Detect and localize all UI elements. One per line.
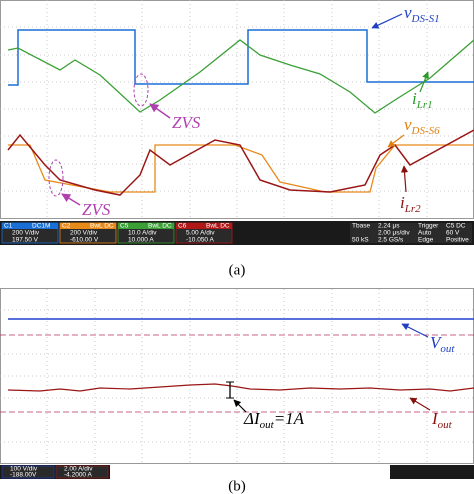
channel-tag xyxy=(118,223,174,229)
arrow xyxy=(401,323,429,338)
channel-scale: 5.00 A/div xyxy=(186,230,215,237)
label-main: i xyxy=(400,193,405,212)
label-main: v xyxy=(404,115,412,134)
channel-scale: 100 V/div xyxy=(10,466,38,473)
label-sub: Lr2 xyxy=(404,203,421,215)
channel-box xyxy=(55,465,109,479)
label-sub: out xyxy=(260,419,275,431)
channel-offset: -610.00 V xyxy=(70,237,99,244)
channel-offset: 197.50 V xyxy=(12,237,39,244)
trace-vds-s1 xyxy=(8,29,474,86)
arrow xyxy=(149,103,171,119)
arrow xyxy=(371,13,403,29)
channel-scale: 10.0 A/div xyxy=(128,230,157,237)
arrow xyxy=(400,165,409,193)
label-sub: out xyxy=(440,343,455,355)
channel-boxes: 100 V/div-188.00V 2.00 A/div-4.2000 A xyxy=(1,465,109,479)
timebase-text: 60 V xyxy=(446,230,460,237)
label-ilr1: iLr1 xyxy=(412,89,433,111)
label-rest: =1A xyxy=(274,409,305,428)
timebase-text: 2.00 μs/div xyxy=(378,230,410,237)
channel-coupling: BwL DC xyxy=(206,223,230,230)
timebase-text: C5 DC xyxy=(446,223,466,230)
channel-scale: 2.00 A/div xyxy=(64,466,93,473)
arrow xyxy=(233,399,247,413)
grid-a xyxy=(0,0,474,218)
channel-tag xyxy=(2,223,58,229)
channel-coupling: DC1M xyxy=(32,223,50,230)
channel-scale: 200 V/div xyxy=(70,230,98,237)
timebase-text: 50 kS xyxy=(352,237,369,244)
channel-name: C6 xyxy=(178,223,187,230)
channel-name: C1 xyxy=(4,223,13,230)
zvs-ellipse xyxy=(133,73,149,107)
channel-name: C2 xyxy=(62,223,71,230)
channel-offset: 10.000 A xyxy=(128,237,154,244)
label-sub: DS-S1 xyxy=(411,13,440,25)
label-main: v xyxy=(404,3,412,22)
label-main: i xyxy=(412,89,417,108)
channel-name: C5 xyxy=(120,223,129,230)
timebase-text: Tbase xyxy=(352,223,370,230)
arrow xyxy=(409,397,431,411)
trace-vds-s6 xyxy=(8,144,474,193)
channel-coupling: BwL DC xyxy=(90,223,114,230)
channel-offset: -188.00V xyxy=(10,472,37,479)
label-sub: Lr1 xyxy=(416,99,433,111)
caption: (a) xyxy=(229,262,246,278)
scope-a xyxy=(0,0,474,219)
label-sub: out xyxy=(438,419,453,431)
channel-box xyxy=(1,465,55,479)
channel-coupling: BwL DC xyxy=(148,223,172,230)
label-iout: Iout xyxy=(431,409,453,431)
label-vds-s6: vDS-S6 xyxy=(404,115,440,137)
grid-b xyxy=(0,289,474,463)
timebase-text: Positive xyxy=(446,237,469,244)
timebase-text: Auto xyxy=(418,230,432,237)
timebase-text: 2.24 μs xyxy=(378,223,400,230)
channel-offset: -10.050 A xyxy=(186,237,214,244)
timebase-box: Tbase 2.24 μs Trigger C5 DC 2.00 μs/div Auto 6… xyxy=(350,223,472,244)
trace-ilr1 xyxy=(7,39,474,114)
trace-iout xyxy=(7,383,474,392)
label-delta: ΔIout=1A xyxy=(243,409,305,431)
arrow xyxy=(419,71,429,93)
timebase-text: Edge xyxy=(418,237,434,244)
label-vout: Vout xyxy=(430,333,455,355)
status-bar-b xyxy=(390,465,474,479)
arrow xyxy=(61,193,81,206)
caption: (b) xyxy=(228,478,246,494)
zvs-label: ZVS xyxy=(82,200,111,219)
timebase-bg xyxy=(350,223,472,243)
zvs-label: ZVS xyxy=(172,113,201,132)
channel-tag xyxy=(176,223,232,229)
label-vds-s1: vDS-S1 xyxy=(404,3,440,25)
channel-scale: 200 V/div xyxy=(12,230,40,237)
label-ilr2: iLr2 xyxy=(400,193,421,215)
label-main: ΔI xyxy=(243,409,261,428)
label-sub: DS-S6 xyxy=(411,125,441,137)
label-main: V xyxy=(430,333,443,352)
channel-offset: -4.2000 A xyxy=(64,472,92,479)
zvs-ellipse xyxy=(48,159,64,197)
channel-tag xyxy=(60,223,116,229)
trace-ilr2 xyxy=(7,129,474,196)
arrow xyxy=(387,134,405,148)
timebase-text: Trigger xyxy=(418,223,439,230)
timebase-text: 2.5 GS/s xyxy=(378,237,404,244)
label-main: I xyxy=(431,409,439,428)
